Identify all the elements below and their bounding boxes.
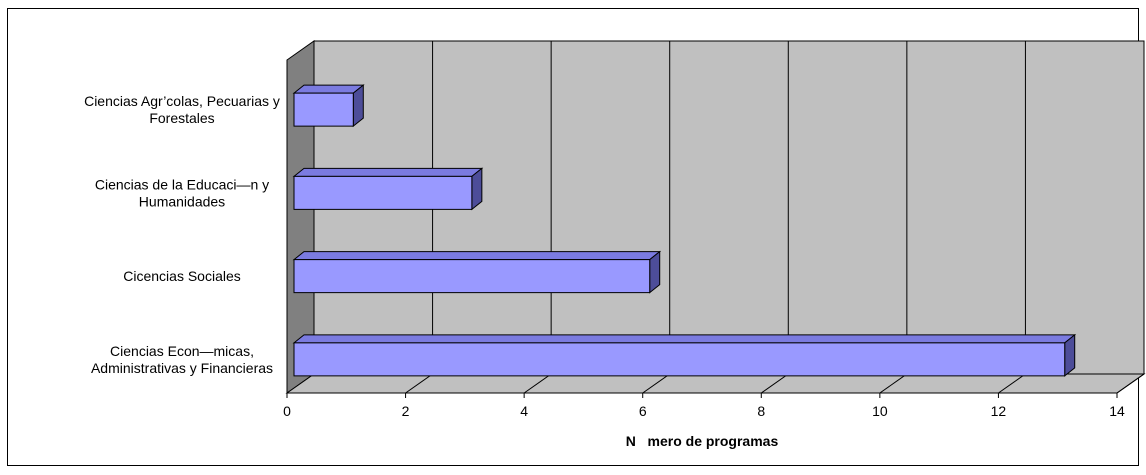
x-tick-label: 12 xyxy=(991,403,1007,419)
x-tick-label: 2 xyxy=(402,403,410,419)
floor-gridline xyxy=(998,373,1026,394)
floor-gridline xyxy=(760,373,789,394)
floor-gridline xyxy=(405,373,433,394)
bar xyxy=(293,175,473,210)
x-tick-label: 10 xyxy=(872,403,888,419)
category-label: Ciencias Agr’colas, Pecuarias y xyxy=(84,93,280,109)
floor-gridline xyxy=(879,373,908,394)
bar xyxy=(293,259,651,294)
bar-top xyxy=(292,334,1077,344)
category-label: Ciencias Econ—micas, xyxy=(110,343,254,359)
floor-gridline xyxy=(523,373,552,394)
floor-gridline xyxy=(1116,373,1145,394)
bar-top xyxy=(292,84,365,94)
category-label: Forestales xyxy=(149,110,214,126)
category-label: Humanidades xyxy=(139,193,225,209)
bar-top xyxy=(292,167,484,177)
category-label: Administrativas y Financieras xyxy=(91,360,273,376)
bar-top xyxy=(292,251,662,261)
category-label: Ciencias de la Educaci—n y xyxy=(95,176,269,192)
category-label: Cicencias Sociales xyxy=(123,268,241,284)
x-tick-label: 14 xyxy=(1109,403,1125,419)
floor-gridline xyxy=(642,373,671,394)
bar xyxy=(293,342,1066,377)
x-tick-label: 0 xyxy=(283,403,291,419)
x-tick-label: 4 xyxy=(520,403,528,419)
bar xyxy=(293,92,354,127)
x-tick-label: 8 xyxy=(757,403,765,419)
x-axis-title: N mero de programas xyxy=(626,433,779,449)
x-tick-label: 6 xyxy=(639,403,647,419)
floor xyxy=(285,373,1146,394)
